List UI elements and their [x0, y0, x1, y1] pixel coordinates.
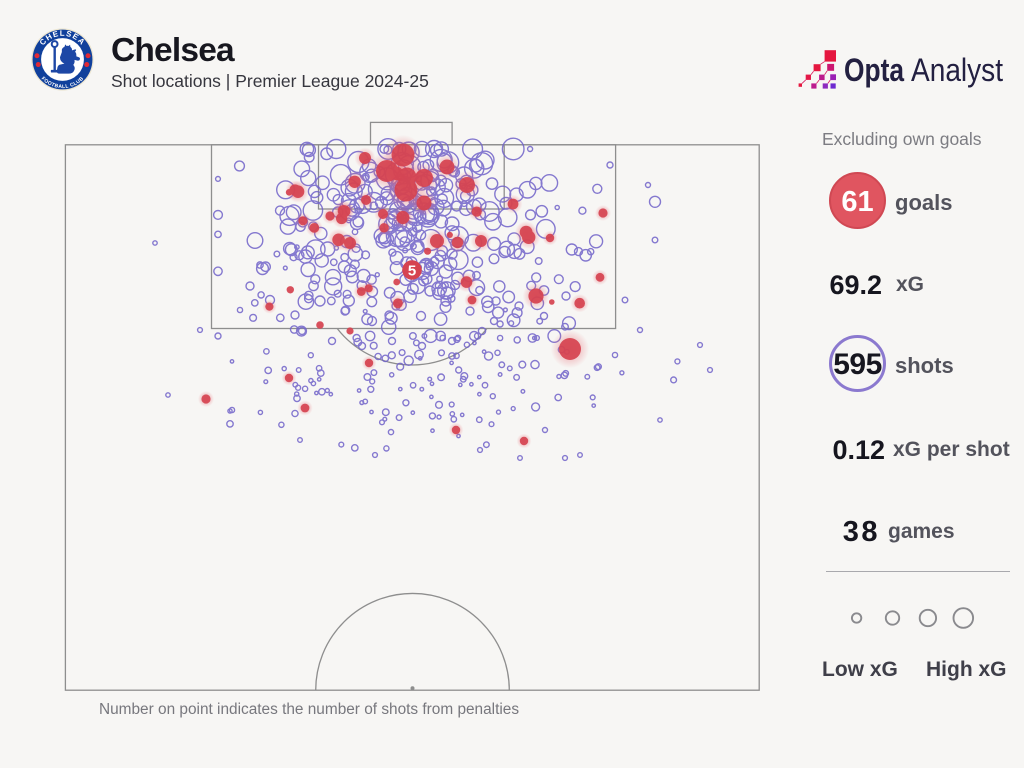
- svg-text:Opta: Opta: [844, 52, 904, 88]
- svg-text:5: 5: [408, 263, 416, 280]
- svg-text:Analyst: Analyst: [911, 52, 1003, 88]
